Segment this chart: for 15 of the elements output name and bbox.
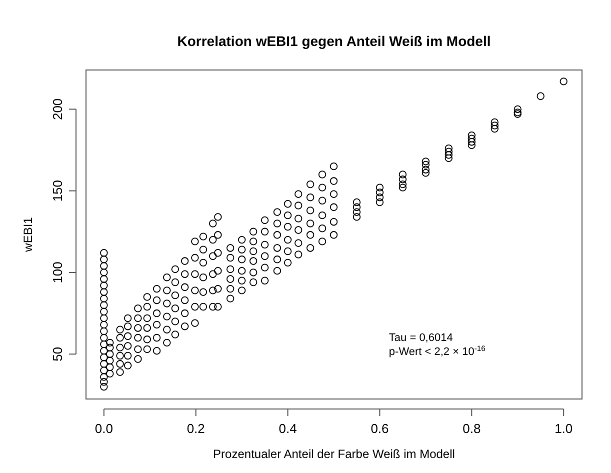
x-axis-title: Prozentualer Anteil der Farbe Weiß im Modell (213, 447, 455, 461)
x-tick-label: 1.0 (554, 421, 573, 436)
annotation: Tau = 0,6014 (388, 332, 453, 344)
x-tick-label: 0.6 (370, 421, 389, 436)
annotation: p-Wert < 2,2 × 10$^{-16}$ (388, 344, 486, 358)
chart-title: Korrelation wEBI1 gegen Anteil Weiß im Modell (177, 33, 491, 49)
y-tick-label: 50 (50, 346, 65, 362)
x-tick-label: 0.8 (462, 421, 481, 436)
y-tick-label: 200 (50, 98, 65, 120)
x-tick-label: 0.0 (94, 421, 113, 436)
y-tick-label: 150 (50, 180, 65, 202)
x-tick-label: 0.4 (278, 421, 297, 436)
x-tick-label: 0.2 (186, 421, 205, 436)
y-axis-title: wEBI1 (21, 216, 35, 253)
y-tick-label: 100 (50, 262, 65, 284)
